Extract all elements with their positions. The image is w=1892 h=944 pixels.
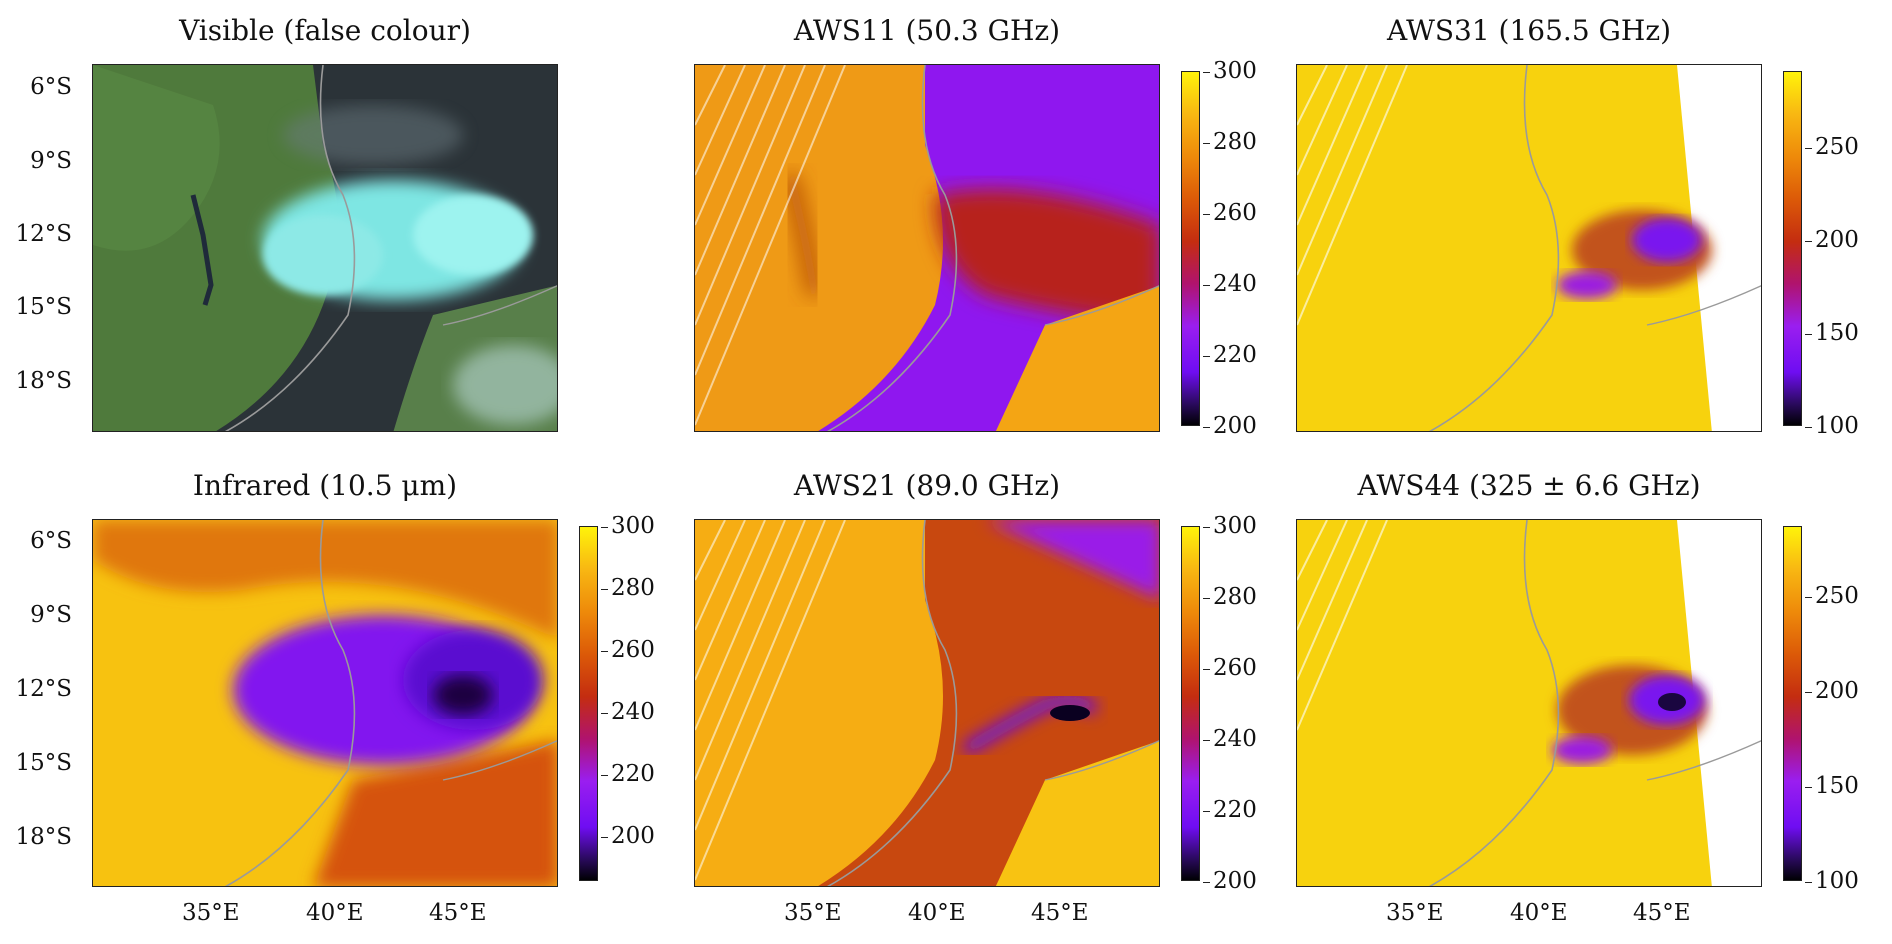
aws11-cbar-tick-240: 240: [1203, 271, 1257, 297]
aws11-colorbar: [1181, 71, 1200, 426]
infrared-panel-title: Infrared (10.5 μm): [192, 469, 458, 502]
lat-label-6s-row2: 6°S: [30, 528, 72, 554]
lon-label-35e-col1: 35°E: [182, 900, 240, 926]
aws31-cbar-tick-250: 250: [1805, 134, 1859, 160]
infrared-cbar-tick-260: 260: [601, 637, 655, 663]
aws21-colorbar: [1181, 526, 1200, 881]
aws11-cbar-tick-200: 200: [1203, 413, 1257, 439]
lon-label-45e-col2: 45°E: [1031, 900, 1089, 926]
aws44-cbar-tick-100: 100: [1805, 868, 1859, 894]
aws44-map: [1296, 519, 1762, 887]
aws31-colorbar: [1783, 71, 1802, 426]
lat-label-15s-row2: 15°S: [15, 750, 72, 776]
lon-label-45e-col1: 45°E: [429, 900, 487, 926]
aws44-cbar-tick-200: 200: [1805, 678, 1859, 704]
lon-label-35e-col3: 35°E: [1386, 900, 1444, 926]
lon-label-35e-col2: 35°E: [784, 900, 842, 926]
aws11-cbar-tick-220: 220: [1203, 342, 1257, 368]
aws11-cbar-tick-280: 280: [1203, 129, 1257, 155]
aws21-cbar-tick-200: 200: [1203, 868, 1257, 894]
aws11-panel-title: AWS11 (50.3 GHz): [793, 14, 1061, 47]
lon-label-45e-col3: 45°E: [1633, 900, 1691, 926]
lon-label-40e-col2: 40°E: [908, 900, 966, 926]
lat-label-12s-row1: 12°S: [15, 221, 72, 247]
infrared-cbar-tick-220: 220: [601, 761, 655, 787]
aws11-cbar-tick-260: 260: [1203, 200, 1257, 226]
aws31-map: [1296, 64, 1762, 432]
aws31-cbar-tick-150: 150: [1805, 320, 1859, 346]
lat-label-18s-row2: 18°S: [15, 824, 72, 850]
aws31-panel-title: AWS31 (165.5 GHz): [1386, 14, 1672, 47]
infrared-cbar-tick-200: 200: [601, 823, 655, 849]
aws44-cbar-tick-250: 250: [1805, 583, 1859, 609]
visible-panel-title: Visible (false colour): [179, 14, 471, 47]
infrared-cbar-tick-280: 280: [601, 575, 655, 601]
lon-label-40e-col1: 40°E: [306, 900, 364, 926]
lat-label-9s-row1: 9°S: [30, 148, 72, 174]
lat-label-18s-row1: 18°S: [15, 368, 72, 394]
aws21-cbar-tick-260: 260: [1203, 655, 1257, 681]
aws21-cbar-tick-220: 220: [1203, 797, 1257, 823]
aws21-cbar-tick-280: 280: [1203, 584, 1257, 610]
lat-label-15s-row1: 15°S: [15, 294, 72, 320]
infrared-colorbar: [579, 526, 598, 881]
aws21-map: [694, 519, 1160, 887]
aws21-cbar-tick-300: 300: [1203, 513, 1257, 539]
aws44-panel-title: AWS44 (325 ± 6.6 GHz): [1357, 469, 1701, 502]
lat-label-6s-row1: 6°S: [30, 74, 72, 100]
aws21-panel-title: AWS21 (89.0 GHz): [793, 469, 1061, 502]
aws31-cbar-tick-100: 100: [1805, 413, 1859, 439]
lat-label-9s-row2: 9°S: [30, 602, 72, 628]
aws11-cbar-tick-300: 300: [1203, 58, 1257, 84]
aws31-cbar-tick-200: 200: [1805, 227, 1859, 253]
aws44-cbar-tick-150: 150: [1805, 773, 1859, 799]
infrared-cbar-tick-300: 300: [601, 513, 655, 539]
aws44-colorbar: [1783, 526, 1802, 881]
lon-label-40e-col3: 40°E: [1510, 900, 1568, 926]
infrared-cbar-tick-240: 240: [601, 699, 655, 725]
lat-label-12s-row2: 12°S: [15, 676, 72, 702]
aws11-map: [694, 64, 1160, 432]
aws21-cbar-tick-240: 240: [1203, 726, 1257, 752]
visible-map: [92, 64, 558, 432]
infrared-map: [92, 519, 558, 887]
